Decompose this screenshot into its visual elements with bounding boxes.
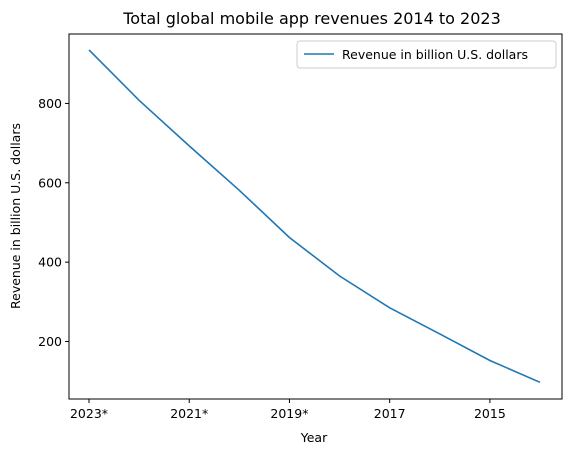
x-tick-label: 2021* (170, 406, 208, 421)
x-tick-label: 2023* (70, 406, 108, 421)
x-axis-label: Year (300, 430, 328, 445)
legend-label: Revenue in billion U.S. dollars (342, 47, 528, 62)
y-tick-label: 800 (38, 96, 62, 111)
legend: Revenue in billion U.S. dollars (296, 40, 557, 69)
y-axis: 200 400 600 800 (38, 96, 69, 349)
x-tick-label: 2017 (374, 406, 406, 421)
legend-box (296, 40, 557, 69)
y-tick-label: 600 (38, 175, 62, 190)
series-line-revenue (88, 49, 541, 384)
y-axis-label: Revenue in billion U.S. dollars (8, 123, 23, 309)
y-tick-label: 200 (38, 334, 62, 349)
chart-title: Total global mobile app revenues 2014 to… (122, 9, 501, 28)
x-axis: 2023* 2021* 2019* 2017 2015 (70, 399, 506, 421)
y-tick-label: 400 (38, 255, 62, 270)
x-tick-label: 2019* (270, 406, 308, 421)
x-tick-label: 2015 (474, 406, 506, 421)
plot-frame (68, 33, 563, 400)
